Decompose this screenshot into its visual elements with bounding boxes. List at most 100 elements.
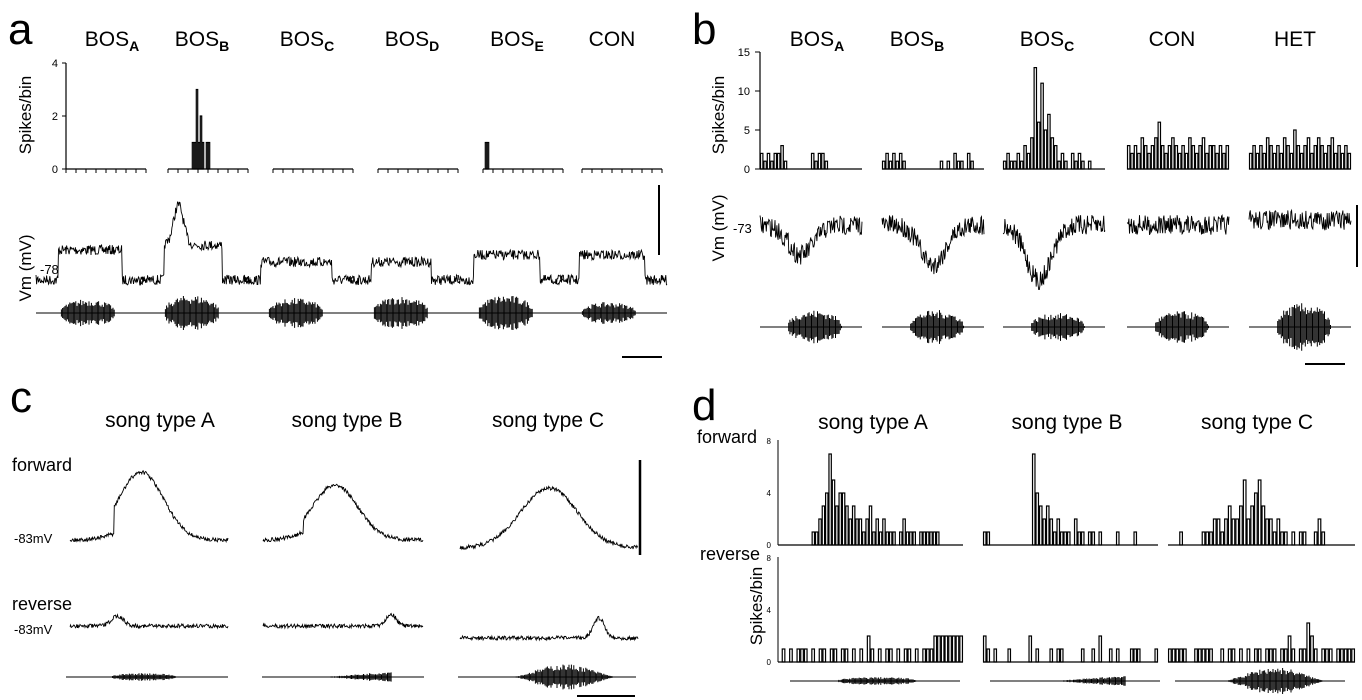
panel-d-forward-hist-1-bar [828,453,832,546]
panel-b-ytick-15: 15 [738,47,750,59]
panel-b-hist-2-bar [902,160,906,170]
panel-b-hist-4-bar [1171,137,1175,170]
panel-d-forward-hist-2-bar [986,531,991,546]
panel-b-hist-1-bar [770,160,774,170]
panel-b-hist-5-bar [1252,145,1256,170]
panel-c-vm-reverse: -83mV [14,622,53,637]
panel-d-reverse-hist-3-bar [1343,648,1348,663]
panel-d-reverse-hist-1-bar [903,648,908,663]
panel-d-forward-hist-2-bar [1038,505,1043,546]
panel-a-song-6 [557,302,667,324]
panel-d-reverse-hist-2-bar [1007,648,1012,663]
panel-letter-c: c [10,373,32,422]
panel-b-hist-3-bar [1019,160,1024,170]
panel-d-reverse-hist-2-bar [1028,635,1033,663]
panel-a-hist-2 [167,88,249,173]
panel-d-reverse-hist-3 [1167,622,1356,663]
panel-a-histograms [65,88,663,173]
panel-a-vm-trace-4 [348,255,460,286]
panel-b-hist-4-bar [1177,152,1182,170]
panel-b-hist-4-bar [1205,152,1209,170]
panel-b-hist-3-bar [1074,160,1078,170]
panel-b-column-titles: BOSA BOSB BOSC CON HET [790,28,1316,54]
panel-d-forward-hist-2-bar [1035,492,1040,546]
panel-d-reverse-hist-3-bar [1197,648,1202,663]
panel-b-hist-axis: 0 5 10 15 [738,47,761,176]
panel-d-forward-hist-3-bar [1283,531,1288,546]
panel-d-forward-hist-1-bar [845,505,849,546]
panel-d-forward-axis: 0 4 8 [767,437,779,550]
panel-d-forward-hist-2-bar [1056,518,1061,546]
panel-b-vm-trace-3 [1002,215,1106,291]
panel-d-reverse-hist-1-bar [859,648,864,663]
panel-d-reverse-hist-1-bar [870,648,875,663]
panel-c-song-1-envelope [112,673,176,681]
panel-a-song-1 [36,299,146,327]
panel-b-hist-5-bar [1340,152,1345,170]
panel-d-reverse-hist-3-bar [1201,648,1206,663]
panel-d-reverse-hist-3-bar [1175,648,1180,663]
panel-b-hist-3-bar [1064,160,1068,170]
panel-d-reverse-hist-1-bar [840,648,845,663]
panel-d-forward-hist-2-bar [1115,531,1120,546]
panel-b-hist-5-bar [1347,152,1352,170]
panel-d-forward-hist-3-bar [1231,518,1236,546]
panel-d-reverse-hist-1-bar [789,648,793,663]
panel-b-hist-3-bar [1033,66,1038,170]
panel-b-hist-5-bar [1313,145,1318,170]
panel-d-forward-hist-3-bar [1313,531,1318,546]
panel-d-reverse-hist-1-bar [925,648,930,663]
panel-c-reverse-trace-2 [262,612,424,630]
panel-d-forward-hist-1-bar [868,505,873,546]
panel-d-reverse-hist-2-bar [1056,648,1061,663]
panel-c-reverse-trace-1 [69,613,229,630]
panel-d-reverse-hist-3-bar [1182,648,1187,663]
panel-a-hist-2-bar [193,141,197,170]
panel-b-hist-3-bar [1057,160,1061,170]
panel-a-hist-2-bar [199,115,203,170]
panel-b-hist-1-bar [759,152,764,170]
panel-d-reverse-hist-3-bar [1209,648,1213,663]
panel-b-hist-1-bar [824,160,829,170]
panel-d-forward-hist-3-bar [1235,518,1240,546]
panel-d-row-forward: forward [697,427,757,447]
panel-b-hist-5-bar [1333,152,1338,170]
panel-d-reverse-hist-3-bar [1246,648,1251,663]
panel-b-hist-4-bar [1201,137,1206,170]
panel-d-song-3 [1175,668,1345,694]
panel-b-hist-5-bar [1289,152,1294,170]
panel-d-reverse-hist-1-bar [803,648,808,663]
panel-d-forward-hist-3-bar [1216,518,1221,546]
panel-a-hist-5-bar [484,141,488,170]
panel-b-song-5 [1249,303,1351,351]
panel-a-song-5 [454,296,564,330]
panel-b-hist-4-bar [1198,145,1202,170]
panel-d-reverse-hist-3-bar [1268,648,1273,663]
panel-b-hist-4-bar [1126,145,1131,170]
panel-d-forward-hist-1-bar [818,518,822,546]
panel-b-col-title-4: CON [1149,28,1196,51]
panel-b-hist-1-bar [821,152,825,170]
panel-d-reverse-hist-1-bar [877,648,882,663]
panel-d-forward-hist-2-bar [1080,531,1085,546]
panel-b-hist-2-bar [881,160,886,170]
panel-d-forward-hist-1-bar [902,518,906,546]
panel-d-ylabel: Spikes/bin [747,567,766,645]
panel-d-reverse-hist-2-bar [1133,648,1138,663]
panel-b-hist-5-bar [1262,152,1267,170]
panel-d-reverse-hist-1-bar [796,648,801,663]
panel-d-forward-hist-3-bar [1261,505,1266,546]
panel-d-reverse-hist-2-bar [1154,648,1159,663]
panel-b-hist-4-bar [1174,145,1179,170]
panel-b-hist-2-bar [892,152,896,170]
panel-d-reverse-hist-3-bar [1167,648,1172,663]
panel-d-forward-hist-3-bar [1276,518,1281,546]
panel-d-forward-hist-3-bar [1268,518,1273,546]
panel-a-hist-4 [377,168,459,173]
panel-b-hist-4-bar [1133,145,1138,170]
panel-a-col-title-4: BOSD [385,28,439,54]
panel-a-column-titles: BOSA BOSB BOSC BOSD BOSE CON [85,28,636,54]
panel-d-reverse-hist-3-bar [1302,648,1307,663]
panel-d-reverse-hist-1-bar [937,635,941,663]
